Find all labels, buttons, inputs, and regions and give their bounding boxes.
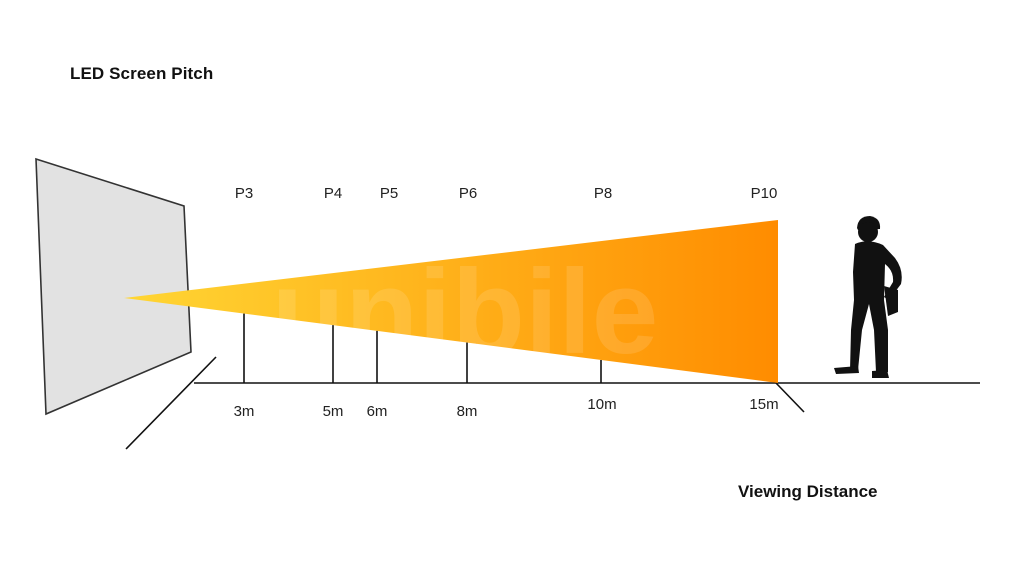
distance-label-5m: 5m (322, 403, 344, 420)
led-screen-panel-icon (35, 157, 192, 416)
pitch-label-p8: P8 (593, 185, 613, 202)
diagram-title: LED Screen Pitch (70, 64, 214, 83)
pitch-label-p5: P5 (379, 185, 399, 202)
distance-label-10m: 10m (587, 396, 617, 413)
pitch-label-p3: P3 (234, 185, 254, 202)
floor-end-diagonal-line (775, 382, 805, 413)
pitch-label-p4: P4 (323, 185, 343, 202)
viewing-cone (124, 220, 778, 383)
floor-diagonal-line (125, 356, 217, 450)
distance-ticks (243, 313, 602, 383)
distance-label-3m: 3m (233, 403, 255, 420)
viewing-distance-label: Viewing Distance (738, 482, 878, 501)
pitch-label-p6: P6 (458, 185, 478, 202)
distance-label-6m: 6m (366, 403, 388, 420)
distance-label-15m: 15m (749, 396, 779, 413)
pitch-label-p10: P10 (750, 185, 778, 202)
standing-worker-silhouette-icon (834, 216, 902, 378)
distance-label-8m: 8m (456, 403, 478, 420)
watermark-text: unibile (272, 245, 659, 379)
